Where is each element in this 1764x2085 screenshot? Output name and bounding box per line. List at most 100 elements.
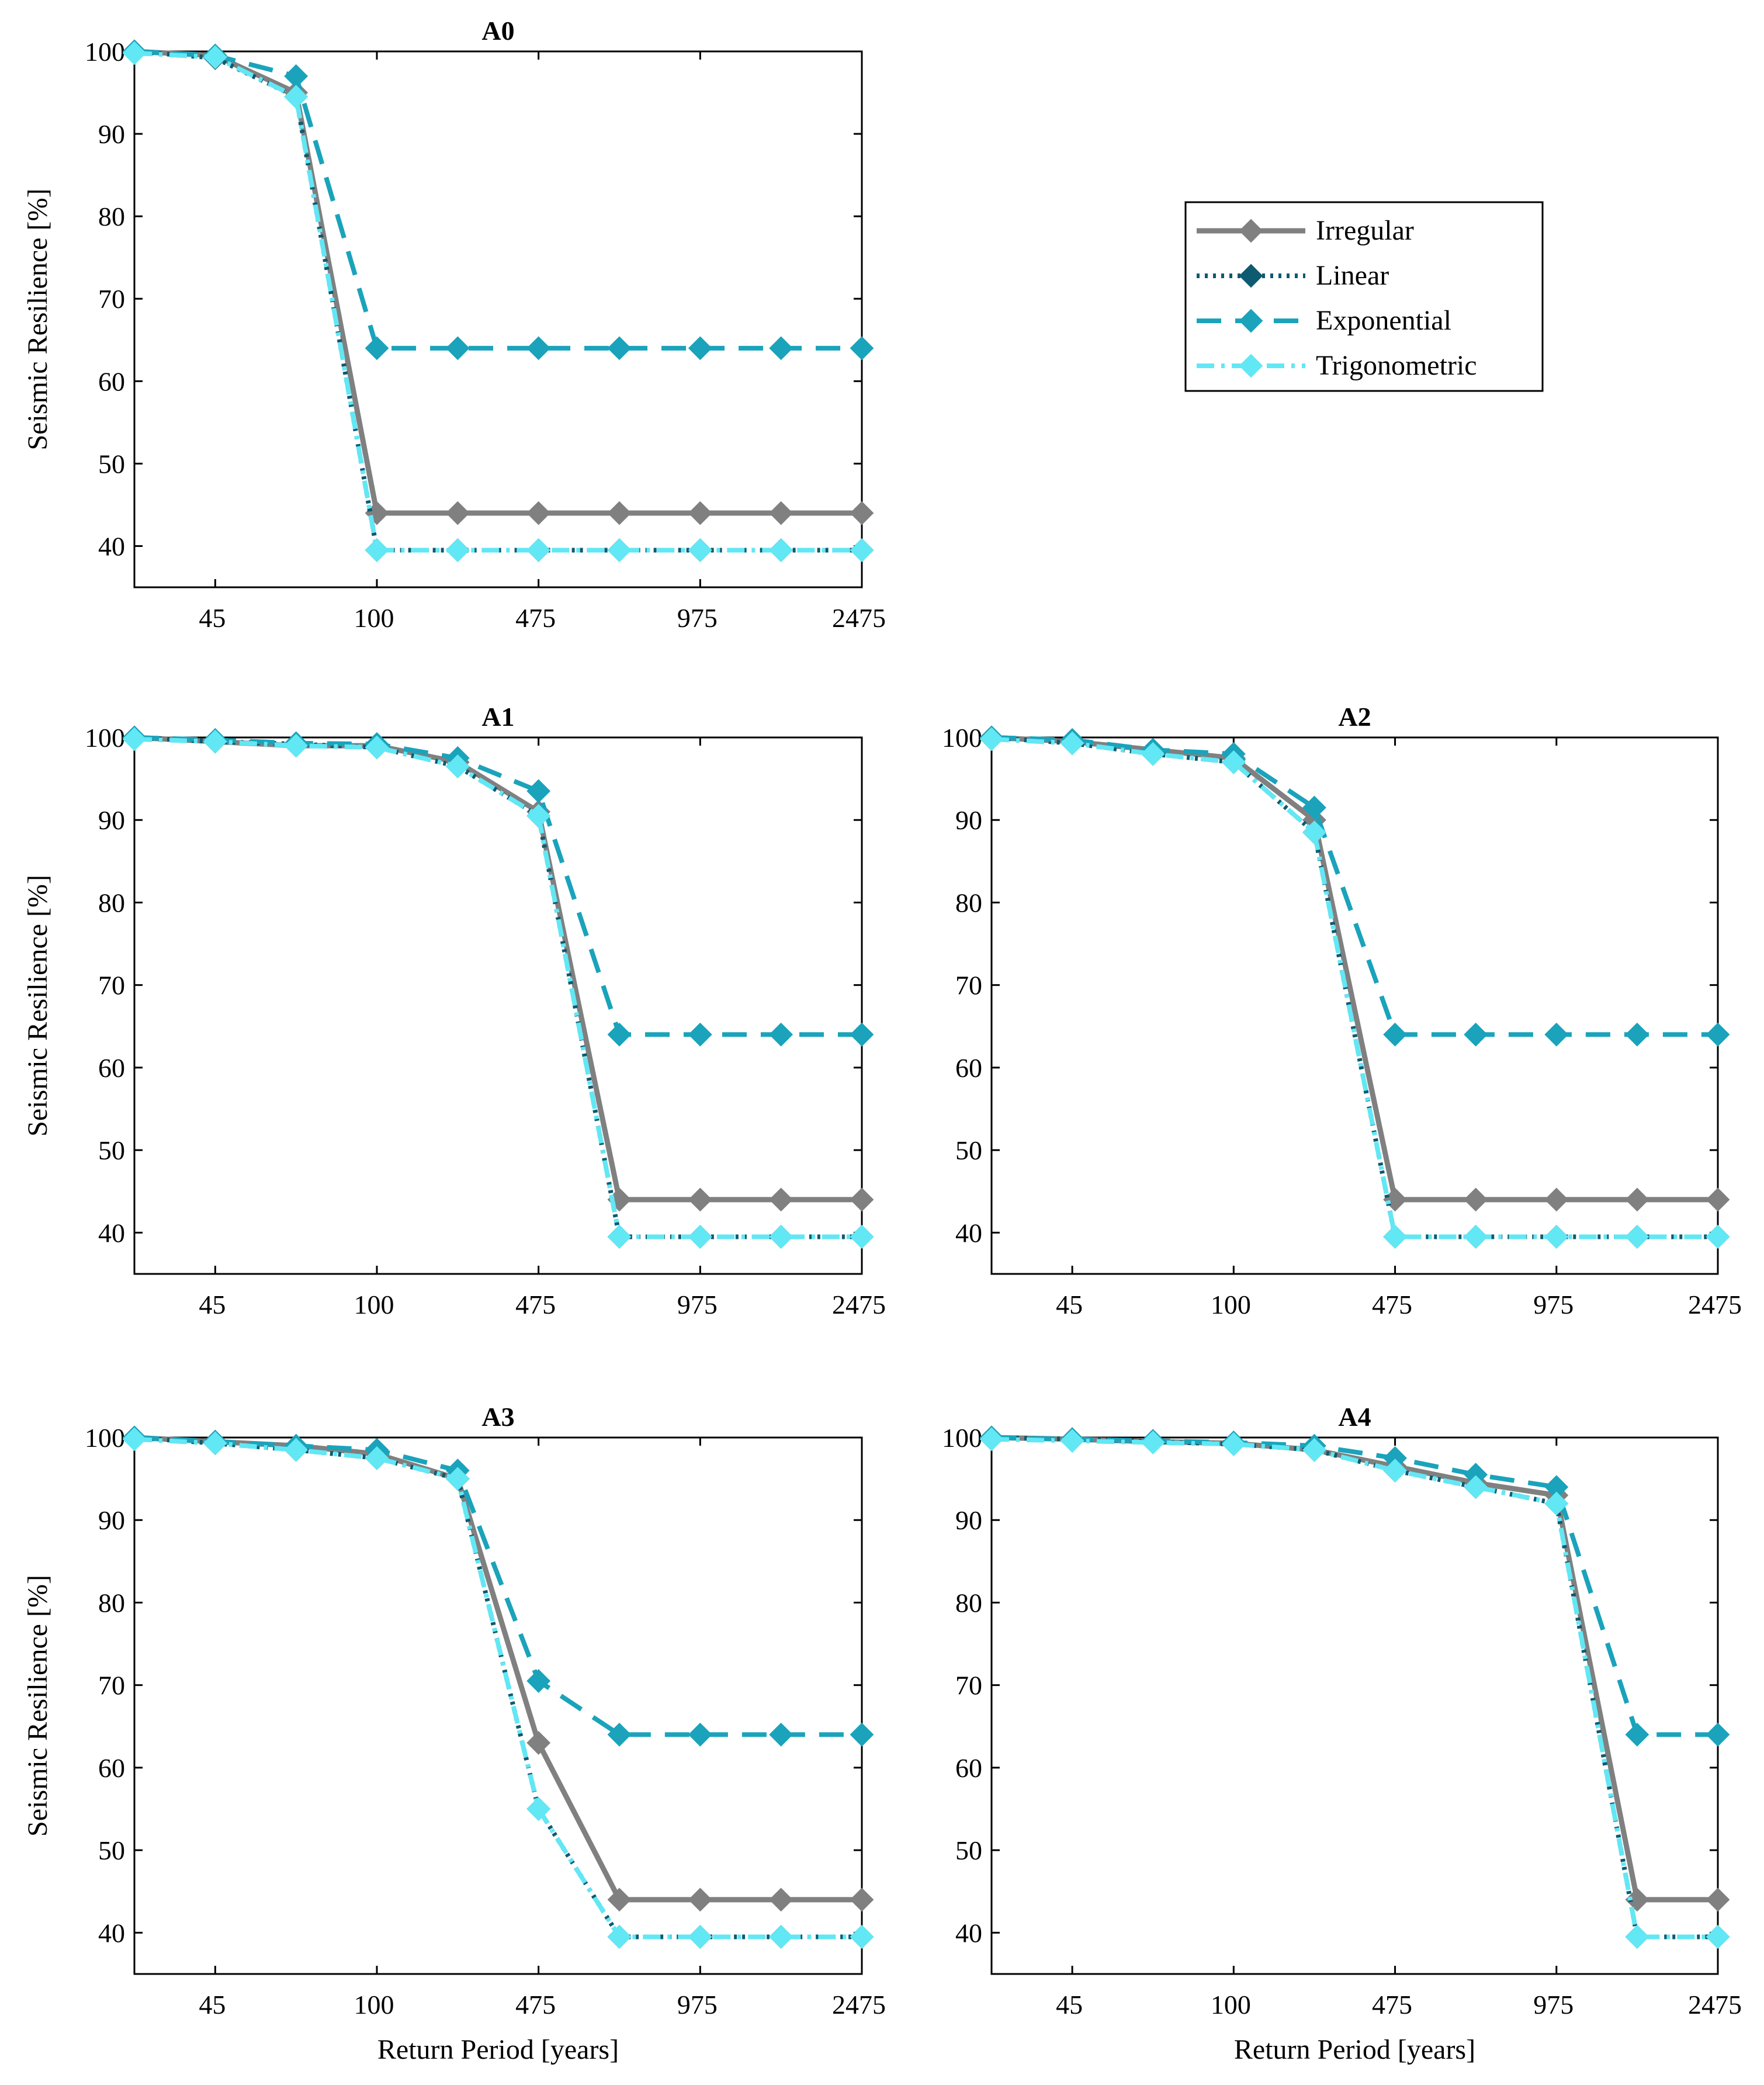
series-line-trigonometric xyxy=(991,1436,1718,1939)
x-tick-label: 2475 xyxy=(832,1290,886,1319)
y-tick-label: 80 xyxy=(955,888,982,917)
data-point-irregular xyxy=(1706,1187,1730,1212)
legend-marker-exponential xyxy=(1239,309,1263,333)
data-point-trigonometric xyxy=(526,1797,551,1821)
data-point-exponential xyxy=(526,779,551,803)
data-point-trigonometric xyxy=(850,538,874,562)
data-point-trigonometric xyxy=(1060,731,1084,756)
y-tick-label: 60 xyxy=(98,1753,125,1783)
data-point-trigonometric xyxy=(1141,1431,1165,1454)
data-point-trigonometric xyxy=(1383,1459,1407,1483)
chart-title-a4: A4 xyxy=(1338,1402,1371,1432)
chart-title-a3: A3 xyxy=(481,1402,514,1432)
data-point-trigonometric xyxy=(1141,742,1165,766)
y-tick-label: 50 xyxy=(955,1135,982,1165)
series-trigonometric-a0 xyxy=(122,41,874,562)
plot-area-a0 xyxy=(133,50,863,588)
data-point-trigonometric xyxy=(1464,1225,1488,1249)
y-axis-label-a1: Seismic Resilience [%] xyxy=(22,875,53,1137)
series-line-trigonometric xyxy=(134,736,862,1239)
data-point-exponential xyxy=(688,336,712,361)
y-tick-label: 80 xyxy=(98,202,125,231)
data-point-trigonometric xyxy=(122,41,147,65)
data-point-trigonometric xyxy=(1302,1438,1326,1462)
data-point-exponential xyxy=(850,336,874,361)
x-tick-label: 45 xyxy=(1056,1990,1083,2020)
data-point-irregular xyxy=(607,501,632,525)
data-point-irregular xyxy=(526,501,551,525)
y-tick-label: 70 xyxy=(98,284,125,314)
y-tick-label: 50 xyxy=(98,1135,125,1165)
series-trigonometric-a2 xyxy=(979,727,1730,1249)
series-line-trigonometric xyxy=(134,1436,862,1939)
data-point-exponential xyxy=(365,336,389,361)
x-tick-label: 45 xyxy=(199,603,226,633)
y-tick-label: 40 xyxy=(98,1918,125,1948)
data-point-irregular xyxy=(688,501,712,525)
legend-samples xyxy=(1197,219,1305,378)
x-tick-label: 45 xyxy=(1056,1290,1083,1319)
x-tick-label: 2475 xyxy=(1688,1990,1742,2020)
data-point-trigonometric xyxy=(979,727,1004,751)
y-tick-label: 100 xyxy=(85,37,125,67)
x-tick-label: 475 xyxy=(515,1990,556,2020)
y-axis-label-a0: Seismic Resilience [%] xyxy=(22,189,53,451)
x-tick-label: 975 xyxy=(1533,1990,1574,2020)
data-point-trigonometric xyxy=(122,1427,147,1452)
data-point-exponential xyxy=(1706,1023,1730,1047)
data-point-trigonometric xyxy=(607,1925,632,1949)
legend-label-linear: Linear xyxy=(1316,260,1389,291)
x-tick-label: 475 xyxy=(515,603,556,633)
y-tick-label: 90 xyxy=(98,1505,125,1535)
data-point-exponential xyxy=(1544,1023,1569,1047)
data-point-trigonometric xyxy=(979,1427,1004,1452)
data-point-exponential xyxy=(1464,1023,1488,1047)
data-point-irregular xyxy=(1625,1887,1649,1912)
data-point-trigonometric xyxy=(365,735,389,760)
x-tick-label: 2475 xyxy=(1688,1290,1742,1319)
series-trigonometric-a1 xyxy=(122,727,874,1249)
data-point-trigonometric xyxy=(688,1225,712,1249)
y-tick-label: 60 xyxy=(955,1753,982,1783)
chart-panel-a2: A2 40 50 60 70 80 90 100 45 100 475 975 2475 xyxy=(942,702,1742,1319)
chart-panel-a1: A1 40 50 60 70 80 90 100 45 100 475 975 2475 Seismic … xyxy=(22,702,886,1319)
x-tick-label: 475 xyxy=(515,1290,556,1319)
y-tick-label: 80 xyxy=(955,1588,982,1618)
y-axis-label-a3: Seismic Resilience [%] xyxy=(22,1575,53,1837)
data-point-trigonometric xyxy=(284,733,309,758)
x-axis-label-a4: Return Period [years] xyxy=(1234,2034,1475,2065)
data-point-irregular xyxy=(1625,1187,1649,1212)
data-point-trigonometric xyxy=(365,538,389,562)
x-tick-label: 475 xyxy=(1372,1990,1412,2020)
x-tick-label: 45 xyxy=(199,1290,226,1319)
data-point-trigonometric xyxy=(526,538,551,562)
data-point-trigonometric xyxy=(365,1446,389,1470)
y-tick-label: 60 xyxy=(98,1053,125,1083)
x-tick-label: 975 xyxy=(677,1290,718,1319)
y-tick-label: 70 xyxy=(955,1671,982,1700)
series-line-exponential xyxy=(134,1435,862,1737)
data-point-irregular xyxy=(850,1187,874,1212)
chart-panel-a3: A3 40 50 60 70 80 90 100 45 100 475 975 2475 Seismic … xyxy=(22,1402,886,2065)
data-point-exponential xyxy=(526,1669,551,1693)
x-tick-label: 100 xyxy=(1211,1990,1251,2020)
x-tick-label: 475 xyxy=(1372,1290,1412,1319)
y-tick-label: 70 xyxy=(98,971,125,1000)
x-tick-label: 975 xyxy=(677,1990,718,2020)
y-tick-label: 100 xyxy=(942,1423,982,1453)
series-line-exponential xyxy=(134,49,862,351)
data-point-trigonometric xyxy=(445,538,470,562)
data-point-trigonometric xyxy=(769,1225,793,1249)
data-point-trigonometric xyxy=(284,85,309,109)
plot-area-a4 xyxy=(990,1436,1719,1975)
y-tick-label: 40 xyxy=(955,1218,982,1248)
data-point-trigonometric xyxy=(122,727,147,751)
y-tick-label: 50 xyxy=(98,1835,125,1865)
plot-area-a1 xyxy=(133,736,863,1275)
x-tick-label: 2475 xyxy=(832,1990,886,2020)
x-axis-label-a3: Return Period [years] xyxy=(377,2034,619,2065)
x-tick-label: 100 xyxy=(354,1990,394,2020)
data-point-exponential xyxy=(1625,1023,1649,1047)
data-point-exponential xyxy=(607,1723,632,1747)
